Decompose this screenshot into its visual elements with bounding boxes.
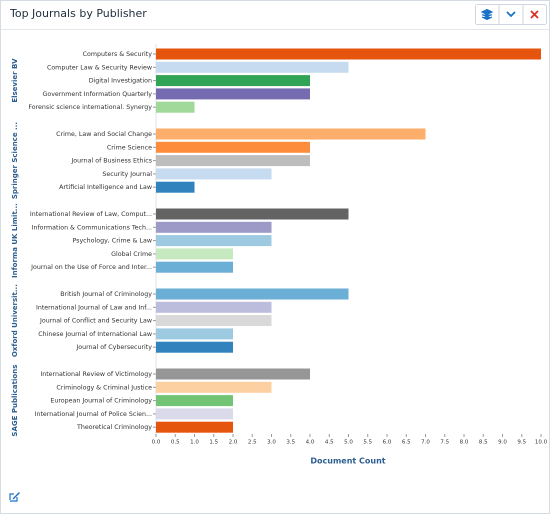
category-label: Journal of Conflict and Security Law	[39, 318, 152, 325]
collapse-button[interactable]	[506, 11, 516, 18]
bar	[156, 261, 233, 273]
category-label: International Journal of Law and Inf...	[36, 304, 152, 311]
category-label: Digital Investigation	[89, 78, 152, 85]
category-label: Computers & Security	[83, 51, 153, 58]
x-tick-label: 9.5	[517, 440, 526, 446]
category-label: Global Crime	[111, 251, 152, 258]
bar	[156, 181, 195, 193]
x-tick-label: 1.0	[190, 440, 199, 446]
category-label: Crime Science	[107, 144, 152, 151]
bar	[156, 408, 233, 420]
x-tick-label: 7.0	[421, 440, 430, 446]
x-tick-label: 6.0	[383, 440, 392, 446]
x-tick-label: 9.0	[498, 440, 507, 446]
bar	[156, 75, 310, 87]
bar	[156, 168, 272, 180]
group-label: Oxford Universit...	[11, 284, 19, 357]
group-label: Springer Science ...	[11, 122, 19, 199]
category-label: Psychology, Crime & Law	[72, 238, 152, 245]
x-tick-label: 3.5	[286, 440, 295, 446]
bar	[156, 101, 195, 113]
close-button[interactable]	[530, 10, 539, 19]
x-tick-label: 4.0	[306, 440, 315, 446]
bar	[156, 235, 272, 247]
category-label: Journal on the Use of Force and Inter...	[30, 264, 152, 271]
category-label: Journal of Business Ethics	[70, 158, 152, 165]
panel-title: Top Journals by Publisher	[10, 7, 147, 20]
bar	[156, 368, 310, 380]
bar	[156, 248, 233, 260]
category-label: International Review of Law, Comput...	[30, 211, 152, 218]
category-label: Information & Communications Tech...	[32, 224, 152, 231]
x-tick-label: 7.5	[440, 440, 449, 446]
category-label: British Journal of Criminology	[60, 291, 152, 298]
x-tick-label: 3.0	[267, 440, 276, 446]
category-label: International Journal of Police Scien...	[35, 411, 152, 418]
x-tick-label: 10.0	[535, 440, 548, 446]
x-tick-label: 8.0	[460, 440, 469, 446]
bar	[156, 288, 349, 300]
bar	[156, 88, 310, 100]
x-tick-label: 8.5	[479, 440, 488, 446]
group-label: Informa UK Limit...	[11, 203, 19, 278]
x-tick-label: 0.0	[152, 440, 161, 446]
bar	[156, 128, 426, 140]
bar	[156, 141, 310, 153]
x-tick-label: 5.5	[363, 440, 372, 446]
bar	[156, 221, 272, 233]
x-tick-label: 2.0	[229, 440, 238, 446]
category-label: Crime, Law and Social Change	[56, 131, 152, 138]
category-label: Forensic science international. Synergy	[28, 104, 152, 111]
category-label: Computer Law & Security Review	[47, 64, 152, 71]
bar	[156, 208, 349, 220]
header-buttons	[475, 4, 547, 25]
category-label: Chinese Journal of International Law	[38, 331, 152, 338]
bar	[156, 61, 349, 73]
group-label: SAGE Publications	[11, 365, 19, 437]
x-tick-label: 2.5	[248, 440, 257, 446]
bar	[156, 301, 272, 313]
bar	[156, 48, 541, 60]
x-tick-label: 1.5	[209, 440, 218, 446]
layers-button[interactable]	[476, 5, 499, 24]
x-tick-label: 6.5	[402, 440, 411, 446]
bar	[156, 315, 272, 327]
category-label: European Journal of Criminology	[50, 398, 152, 405]
bar	[156, 381, 272, 393]
category-label: Journal of Cybersecurity	[75, 344, 152, 351]
category-label: Government Information Quarterly	[42, 91, 152, 98]
category-label: Security Journal	[102, 171, 152, 178]
category-label: Theoretical Criminology	[76, 424, 152, 431]
bar	[156, 395, 233, 407]
x-tick-label: 0.5	[171, 440, 180, 446]
group-label: Elsevier BV	[11, 58, 19, 103]
widget-header: Top Journals by Publisher	[1, 1, 549, 30]
x-axis-label: Document Count	[310, 457, 385, 466]
bar	[156, 341, 233, 353]
bar	[156, 155, 310, 167]
category-label: Artificial Intelligence and Law	[59, 184, 152, 191]
bar	[156, 328, 233, 340]
x-tick-label: 5.0	[344, 440, 353, 446]
bar	[156, 421, 233, 433]
edit-icon[interactable]	[9, 492, 20, 502]
category-label: International Review of Victimology	[40, 371, 152, 378]
category-label: Criminology & Criminal Justice	[56, 384, 152, 391]
x-tick-label: 4.5	[325, 440, 334, 446]
chart: Document Count 0.0 0.5 1.0 1.5 2.0 2.5 3.0 3.5 4…	[9, 44, 548, 502]
